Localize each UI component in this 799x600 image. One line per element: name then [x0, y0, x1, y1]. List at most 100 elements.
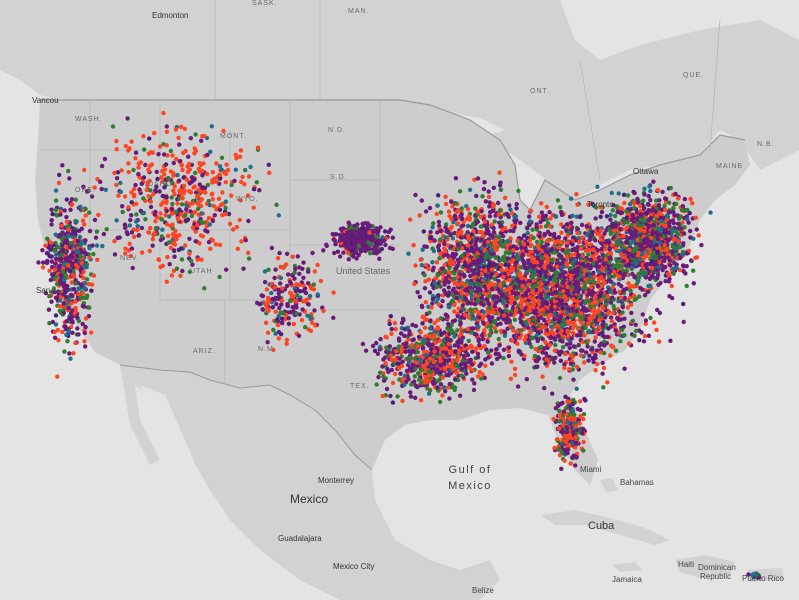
location-dot — [551, 233, 556, 239]
location-dot — [508, 312, 513, 317]
location-dot — [376, 374, 381, 380]
location-dot — [637, 328, 642, 333]
location-dot — [546, 318, 552, 324]
location-dot — [602, 315, 608, 320]
location-dot — [486, 355, 491, 360]
location-dot — [428, 318, 433, 323]
location-dot — [599, 209, 605, 215]
location-dot — [596, 276, 602, 281]
location-dot — [420, 321, 425, 326]
location-dot — [451, 269, 456, 275]
location-dot — [430, 342, 435, 348]
location-dot — [574, 309, 579, 314]
location-dot — [512, 317, 518, 322]
location-dot — [642, 206, 647, 211]
location-dot — [504, 308, 509, 313]
location-dot — [487, 333, 492, 338]
location-dot — [442, 280, 447, 285]
location-dot — [587, 316, 592, 321]
location-dot — [504, 320, 509, 325]
location-dot — [440, 298, 445, 304]
location-dot — [570, 213, 575, 218]
location-dot — [384, 335, 389, 340]
location-dot — [547, 210, 552, 215]
location-dot — [549, 258, 555, 263]
location-dot — [550, 391, 555, 396]
location-dot — [495, 287, 501, 292]
location-dot — [582, 268, 587, 273]
location-dot — [556, 426, 562, 431]
location-dot — [613, 222, 618, 227]
location-dot — [605, 380, 610, 385]
location-dot — [400, 398, 405, 404]
location-dot — [595, 184, 600, 189]
location-dot — [613, 348, 619, 353]
location-dot — [534, 224, 539, 230]
location-dot — [688, 196, 693, 202]
location-dot — [443, 194, 448, 199]
location-dot — [663, 207, 668, 213]
location-dot — [672, 213, 677, 218]
location-dot — [549, 328, 555, 334]
location-dot — [573, 463, 578, 468]
location-dot — [666, 238, 671, 243]
location-dot — [634, 296, 639, 301]
location-dot — [434, 211, 439, 217]
location-dot — [578, 246, 584, 251]
location-dot — [651, 179, 656, 184]
location-dot — [618, 339, 623, 344]
location-dot — [626, 341, 632, 346]
location-dot — [596, 264, 602, 269]
location-dot — [431, 359, 437, 365]
location-dot — [603, 257, 608, 262]
location-dot — [473, 239, 479, 244]
location-dot — [612, 290, 618, 295]
location-dot — [632, 201, 637, 206]
location-dot — [396, 336, 402, 341]
location-dot — [435, 385, 440, 390]
location-dot — [629, 223, 634, 228]
cuba — [540, 510, 670, 545]
location-dot — [662, 264, 667, 270]
location-dot — [554, 283, 560, 288]
location-dot — [583, 339, 589, 344]
location-dot — [579, 320, 584, 325]
location-dot — [601, 385, 606, 390]
location-dot — [515, 295, 520, 301]
location-dot — [503, 229, 509, 234]
location-dot — [557, 352, 562, 357]
location-dot — [370, 343, 376, 349]
location-dot — [477, 315, 482, 320]
location-dot — [529, 335, 534, 340]
location-dot — [498, 257, 504, 262]
location-dot — [477, 370, 482, 375]
location-dot — [442, 262, 447, 268]
location-dot — [512, 372, 518, 378]
location-dot — [581, 262, 586, 267]
location-dot — [444, 373, 449, 378]
location-dot — [404, 341, 409, 346]
location-dot — [390, 380, 396, 386]
location-dot — [490, 286, 495, 292]
location-dot — [460, 246, 465, 251]
location-dot — [360, 341, 366, 347]
location-dot — [518, 220, 523, 226]
location-dot — [562, 458, 567, 463]
location-dot — [487, 294, 493, 299]
location-dot — [512, 366, 518, 372]
location-dot — [651, 223, 657, 228]
location-dot — [491, 230, 497, 235]
location-dot — [584, 350, 589, 355]
location-dot — [390, 400, 396, 405]
location-dot — [411, 243, 416, 248]
location-dot — [674, 265, 679, 271]
location-dot — [670, 249, 675, 254]
location-dot — [587, 353, 592, 358]
location-dot — [526, 288, 531, 293]
location-dot — [544, 249, 549, 254]
location-dot — [485, 350, 491, 355]
location-dot — [655, 232, 660, 237]
location-dot — [439, 331, 444, 337]
location-dot — [655, 187, 661, 193]
